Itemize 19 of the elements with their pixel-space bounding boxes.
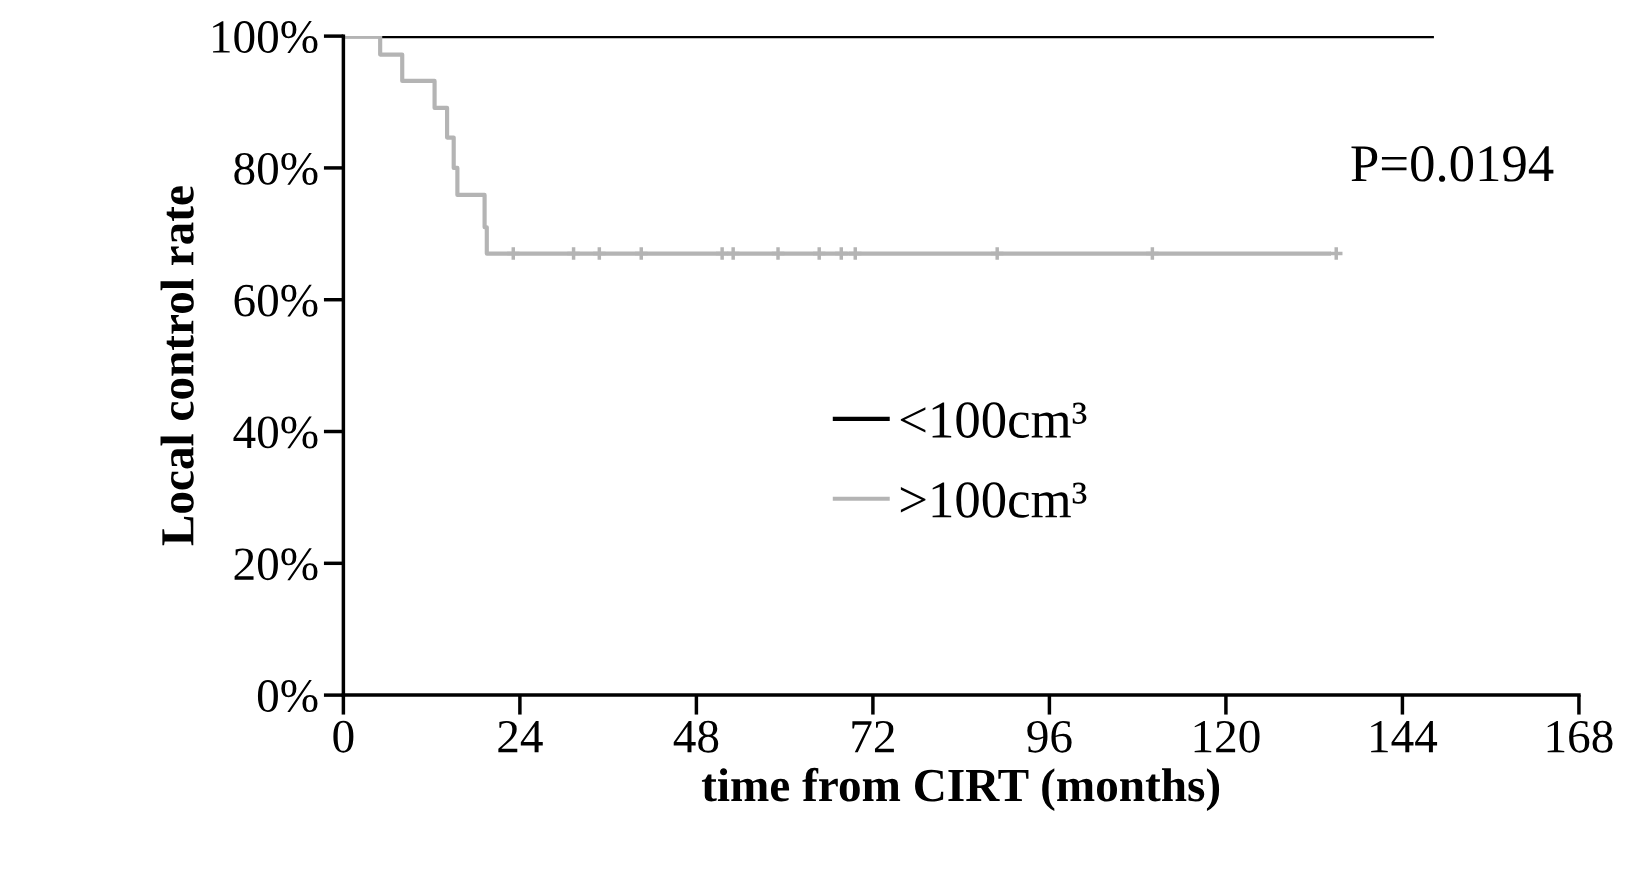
- x-tick-label: 168: [1547, 720, 1613, 753]
- y-tick-label: 20%: [234, 548, 318, 581]
- y-tick-label: 40%: [233, 416, 318, 449]
- annotation: P=0.0194: [1351, 146, 1554, 182]
- x-tick-label: 144: [1371, 721, 1438, 753]
- x-tick-label: 96: [1027, 720, 1072, 753]
- x-tick-label: 72: [852, 720, 894, 753]
- y-tick-label: 60%: [234, 284, 318, 317]
- x-tick-label: 48: [673, 720, 719, 753]
- legend-label: <100cm³: [900, 402, 1087, 438]
- y-tick-label: 0%: [257, 680, 318, 713]
- x-tick-label: 120: [1194, 720, 1260, 753]
- y-axis-title: Local control rate: [160, 186, 194, 546]
- y-tick-label: 80%: [234, 152, 318, 185]
- legend-label: >100cm³: [900, 482, 1087, 518]
- x-tick-label: 0: [333, 720, 354, 753]
- x-tick-label: 24: [498, 720, 543, 753]
- x-axis-title: time from CIRT (months): [701, 767, 1220, 812]
- y-tick-label: 100%: [213, 21, 318, 54]
